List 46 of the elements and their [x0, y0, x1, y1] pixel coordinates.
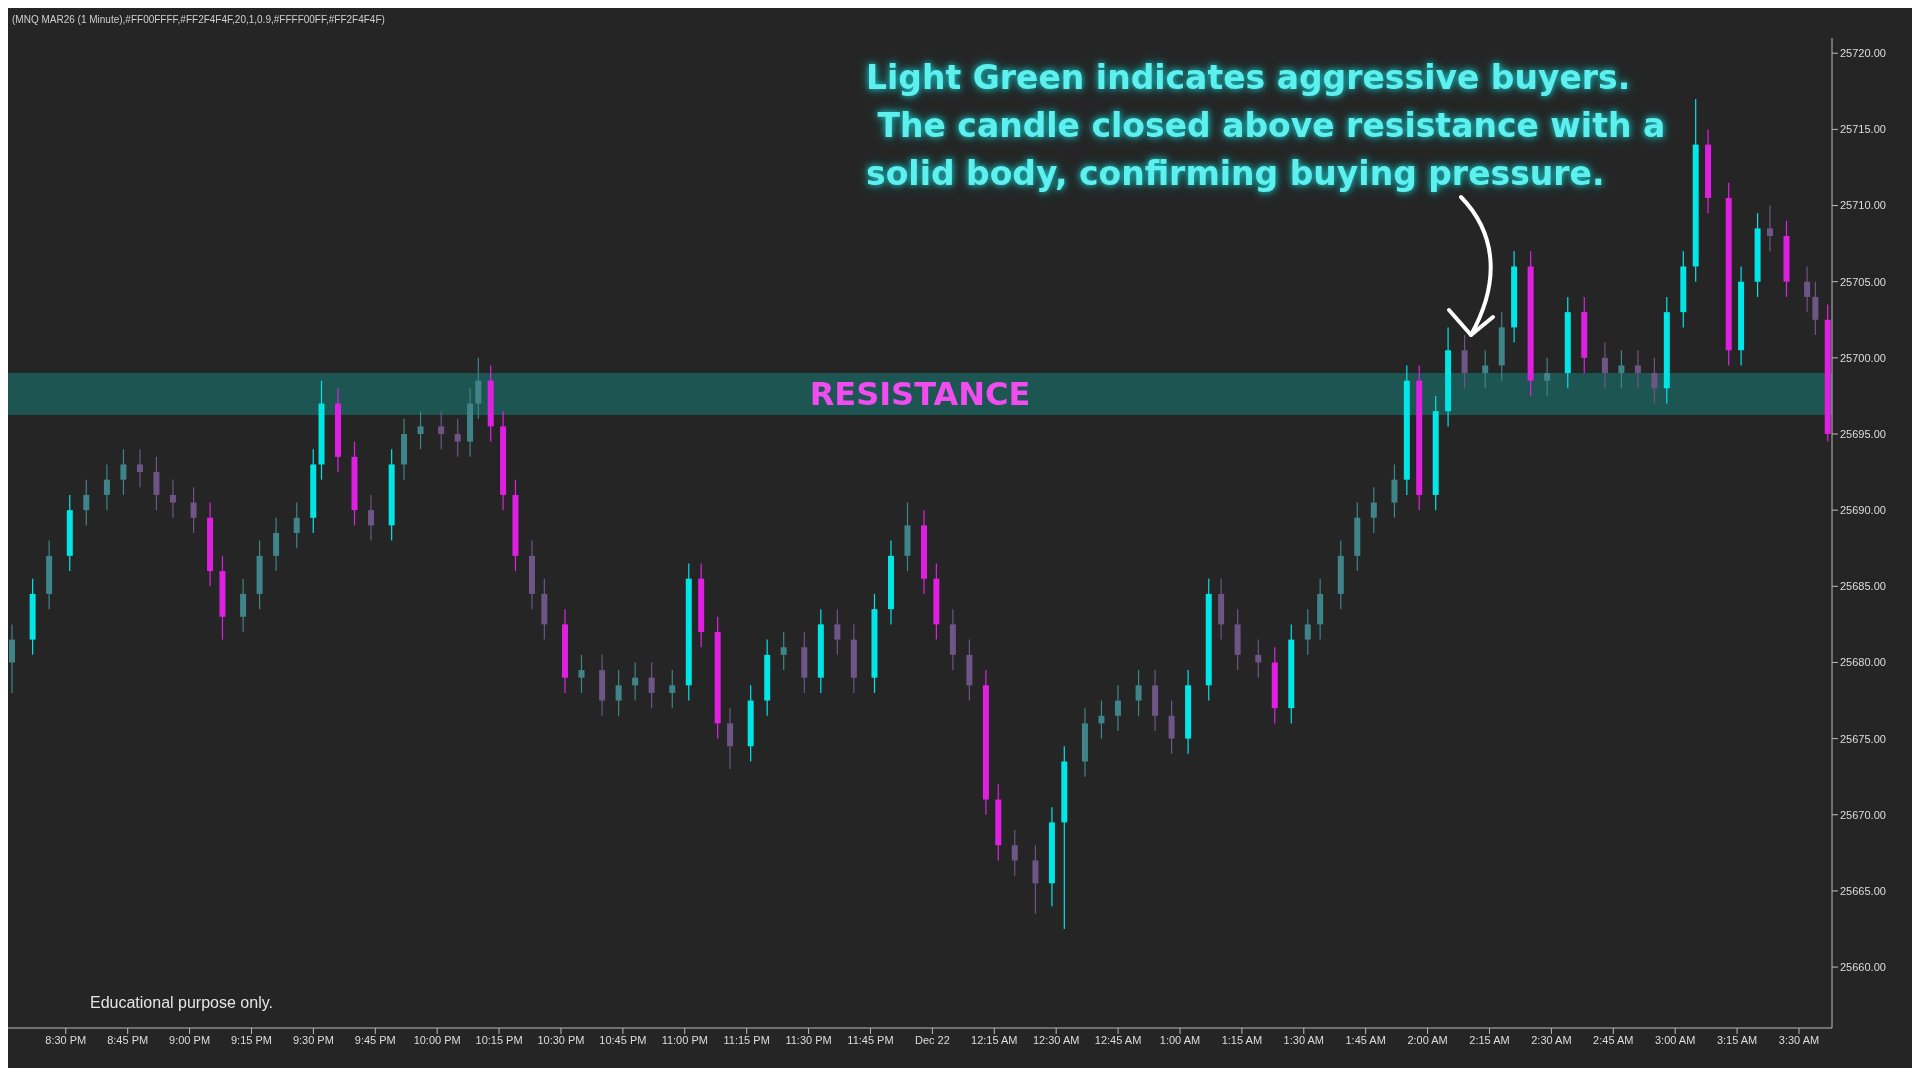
chart-subtitle: (MNQ MAR26 (1 Minute),#FF00FFFF,#FF2F4F4F,20,1,0.9,#FFFF00FF,#FF2F4F4F) — [12, 14, 385, 25]
x-tick-label: 11:45 PM — [847, 1033, 894, 1046]
x-tick-label: 12:15 AM — [971, 1033, 1018, 1046]
x-tick-label: 10:30 PM — [537, 1033, 585, 1046]
annotation: Light Green indicates aggressive buyers. The candle closed above resistance with a solid body, confirming buying pressure. — [866, 57, 1666, 195]
x-tick-label: 1:00 AM — [1159, 1033, 1201, 1046]
x-tick-label: 10:00 PM — [413, 1033, 461, 1046]
y-tick-label: 25695.00 — [1840, 427, 1886, 440]
x-tick-label: 2:45 AM — [1593, 1033, 1634, 1046]
annotation: Educational purpose only. — [90, 994, 273, 1012]
y-tick-label: 25670.00 — [1840, 808, 1886, 821]
band-label: RESISTANCE — [809, 375, 1031, 414]
x-tick-label: 12:30 AM — [1032, 1033, 1080, 1046]
x-tick-label: 9:15 PM — [230, 1033, 272, 1046]
x-tick-label: 9:30 PM — [292, 1033, 334, 1046]
x-tick-label: 12:45 AM — [1094, 1033, 1142, 1046]
y-tick-label: 25690.00 — [1840, 504, 1886, 517]
y-tick-label: 25720.00 — [1840, 47, 1886, 60]
x-tick-label: 9:45 PM — [354, 1033, 396, 1046]
y-tick-label: 25665.00 — [1840, 884, 1886, 897]
y-tick-label: 25700.00 — [1840, 351, 1886, 364]
x-tick-label: 1:15 AM — [1221, 1033, 1263, 1046]
x-tick-label: 11:15 PM — [723, 1033, 770, 1046]
x-tick-label: 10:45 PM — [599, 1033, 647, 1046]
y-tick-label: 25660.00 — [1840, 960, 1886, 973]
x-tick-label: 8:45 PM — [107, 1033, 149, 1046]
y-tick-label: 25675.00 — [1840, 732, 1886, 745]
x-tick-label: 2:30 AM — [1531, 1033, 1572, 1046]
x-tick-label: Dec 22 — [914, 1033, 950, 1046]
x-tick-label: 3:30 AM — [1778, 1033, 1820, 1046]
x-tick-label: 3:15 AM — [1716, 1033, 1758, 1046]
y-tick-label: 25710.00 — [1840, 199, 1886, 212]
x-tick-label: 2:00 AM — [1407, 1033, 1448, 1046]
y-tick-label: 25715.00 — [1840, 123, 1886, 136]
x-tick-label: 2:15 AM — [1469, 1033, 1510, 1046]
x-tick-label: 8:30 PM — [45, 1033, 87, 1046]
x-tick-label: 9:00 PM — [169, 1033, 211, 1046]
x-tick-label: 1:30 AM — [1283, 1033, 1324, 1046]
y-tick-label: 25680.00 — [1840, 656, 1886, 669]
y-tick-label: 25705.00 — [1840, 275, 1886, 288]
x-tick-label: 10:15 PM — [475, 1033, 523, 1046]
x-tick-label: 3:00 AM — [1655, 1033, 1696, 1046]
y-tick-label: 25685.00 — [1840, 580, 1886, 593]
x-tick-label: 11:30 PM — [785, 1033, 832, 1046]
x-tick-label: 11:00 PM — [661, 1033, 708, 1046]
x-tick-label: 1:45 AM — [1345, 1033, 1386, 1046]
